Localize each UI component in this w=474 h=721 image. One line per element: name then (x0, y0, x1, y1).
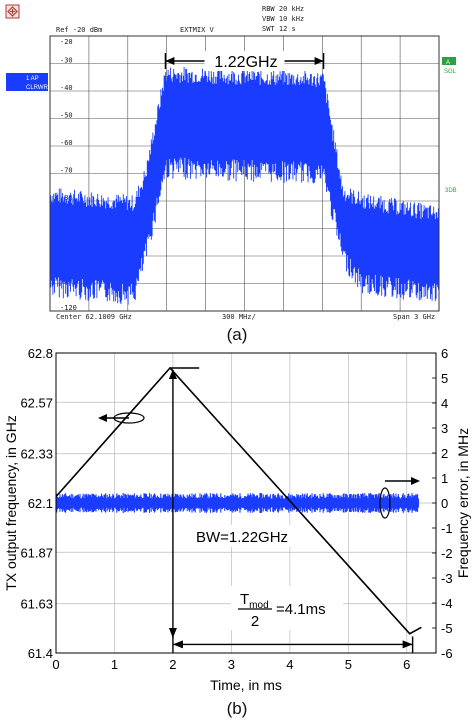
tmod-numerator: Tmod (240, 591, 269, 611)
error-y-tick-label: 6 (441, 346, 448, 361)
swt-label: SWT 12 s (262, 25, 296, 33)
time-x-ticks: 0 1 2 3 4 5 6 (52, 657, 410, 672)
error-y-tick-label: 1 (441, 471, 448, 486)
tmod-value: =4.1ms (276, 601, 326, 618)
left-axis-marker (98, 412, 145, 424)
span-label: Span 3 GHz (393, 313, 435, 321)
mode-label: EXTMIX V (180, 26, 215, 34)
panel-b-label: (b) (227, 699, 248, 718)
spectrum-y-tick-label: -20 (60, 38, 73, 46)
trace-marker-box (6, 73, 48, 91)
spectrum-y-tick-label: -70 (60, 167, 73, 175)
spectrum-y-tick-label: -30 (60, 57, 73, 65)
trace-marker-1: 1 AP (26, 76, 39, 82)
spectrum-y-tick-label: -40 (60, 84, 73, 92)
time-x-tick-label: 4 (286, 657, 293, 672)
spectrum-frame (49, 35, 440, 312)
spectrum-y-tick-label: -80 (60, 194, 73, 202)
vbw-label: VBW 10 kHz (262, 15, 304, 23)
bandwidth-label: 1.22GHz (214, 54, 277, 71)
error-y-tick-label: -4 (441, 596, 453, 611)
frequency-error-series (55, 493, 419, 513)
error-y-tick-label: -1 (441, 521, 453, 536)
error-y-tick-label: -3 (441, 571, 453, 586)
modulation-frame (55, 352, 437, 654)
center-freq-label: Center 62.1009 GHz (56, 313, 132, 321)
side-indicator-a-text: A (446, 60, 450, 66)
spectrum-panel: Ref -20 dBm EXTMIX V RBW 20 kHz VBW 10 k… (5, 4, 457, 344)
time-x-tick-label: 2 (169, 657, 176, 672)
frequency-y-tick-label: 62.57 (20, 395, 53, 410)
tx-frequency-series (55, 366, 422, 635)
frequency-y-tick-label: 62.8 (28, 346, 53, 361)
frequency-y-tick-label: 61.63 (20, 597, 53, 612)
error-y-tick-label: 5 (441, 371, 448, 386)
right-axis-marker (379, 477, 420, 519)
panel-a-label: (a) (227, 325, 248, 344)
spectrum-y-tick-label: -50 (60, 112, 73, 120)
error-y-tick-label: -5 (441, 621, 453, 636)
error-y-tick-label: -2 (441, 546, 453, 561)
trace-marker-2: CLRWR (26, 85, 49, 91)
div-label: 300 MHz/ (222, 313, 256, 321)
error-y-tick-label: 4 (441, 396, 448, 411)
bw-annotation: BW=1.22GHz (168, 367, 292, 638)
y-axis-label: TX output frequency, in GHz (3, 415, 19, 591)
time-x-tick-label: 6 (403, 657, 410, 672)
error-y-tick-label: 2 (441, 446, 448, 461)
tmod-annotation: Tmod 2 =4.1ms (172, 586, 414, 653)
time-x-tick-label: 5 (345, 657, 352, 672)
side-indicator-3db: 3DB (445, 188, 457, 194)
ref-level-label: Ref -20 dBm (56, 26, 102, 34)
side-indicator-sgl: SGL (444, 69, 457, 75)
bw-label: BW=1.22GHz (196, 529, 288, 546)
x-axis-label: Time, in ms (210, 677, 282, 693)
rbw-label: RBW 20 kHz (262, 5, 304, 13)
frequency-y-tick-label: 61.4 (28, 646, 53, 661)
time-x-tick-label: 1 (111, 657, 118, 672)
bandwidth-annotation: 1.22GHz (164, 51, 325, 71)
spectrum-y-tick-label: -120 (60, 304, 77, 312)
error-y-tick-label: -6 (441, 646, 453, 661)
spectrum-y-tick-label: -60 (60, 139, 73, 147)
tmod-denominator: 2 (251, 613, 259, 630)
y2-axis-label: Frequency error, in MHz (455, 428, 471, 578)
error-y-tick-label: 3 (441, 421, 448, 436)
time-x-tick-label: 3 (228, 657, 235, 672)
error-y-ticks: 6 5 4 3 2 1 0 -1 -2 -3 -4 -5 -6 (432, 346, 453, 661)
time-x-tick-label: 0 (52, 657, 59, 672)
analyzer-logo (5, 4, 20, 19)
frequency-error-path (55, 493, 419, 513)
frequency-y-tick-label: 62.1 (28, 496, 53, 511)
frequency-y-tick-label: 62.33 (20, 447, 53, 462)
frequency-y-tick-label: 61.87 (20, 545, 53, 560)
error-y-tick-label: 0 (441, 496, 448, 511)
side-indicator-a (442, 57, 456, 65)
frequency-y-ticks: 62.8 62.57 62.33 62.1 61.87 61.63 61.4 (20, 346, 53, 661)
